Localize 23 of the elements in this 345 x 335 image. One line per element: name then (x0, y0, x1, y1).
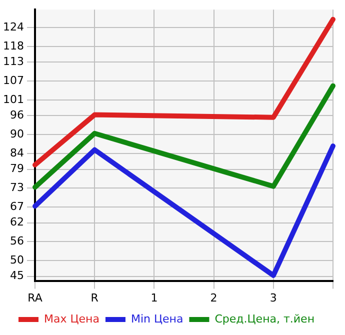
legend-label: Max Цена (44, 312, 100, 326)
x-tick-label: 3 (270, 291, 277, 304)
x-tick-label: RA (28, 291, 43, 304)
y-tick-label: 113 (2, 55, 24, 68)
x-tick-label: 2 (210, 291, 218, 304)
y-tick-label: 96 (10, 108, 24, 122)
y-tick-label: 50 (10, 254, 24, 266)
y-tick-label: 67 (10, 200, 24, 213)
y-tick-label: 101 (2, 92, 24, 106)
y-tick-label: 79 (10, 162, 24, 176)
legend-label: Сред.Цена, т.йен (214, 312, 315, 326)
y-tick-label: 45 (10, 269, 24, 282)
y-tick-label: 73 (10, 181, 24, 194)
legend-label: Min Цена (130, 312, 184, 326)
y-tick-label: 90 (10, 128, 24, 141)
y-tick-label: 124 (2, 20, 24, 34)
y-tick-label: 118 (2, 39, 24, 52)
y-tick-label: 107 (2, 74, 24, 87)
x-tick-label: R (90, 291, 99, 304)
y-tick-label: 62 (10, 216, 24, 229)
y-tick-label: 84 (10, 146, 24, 160)
y-tick-label: 56 (10, 234, 24, 248)
x-tick-label: 1 (150, 291, 158, 304)
